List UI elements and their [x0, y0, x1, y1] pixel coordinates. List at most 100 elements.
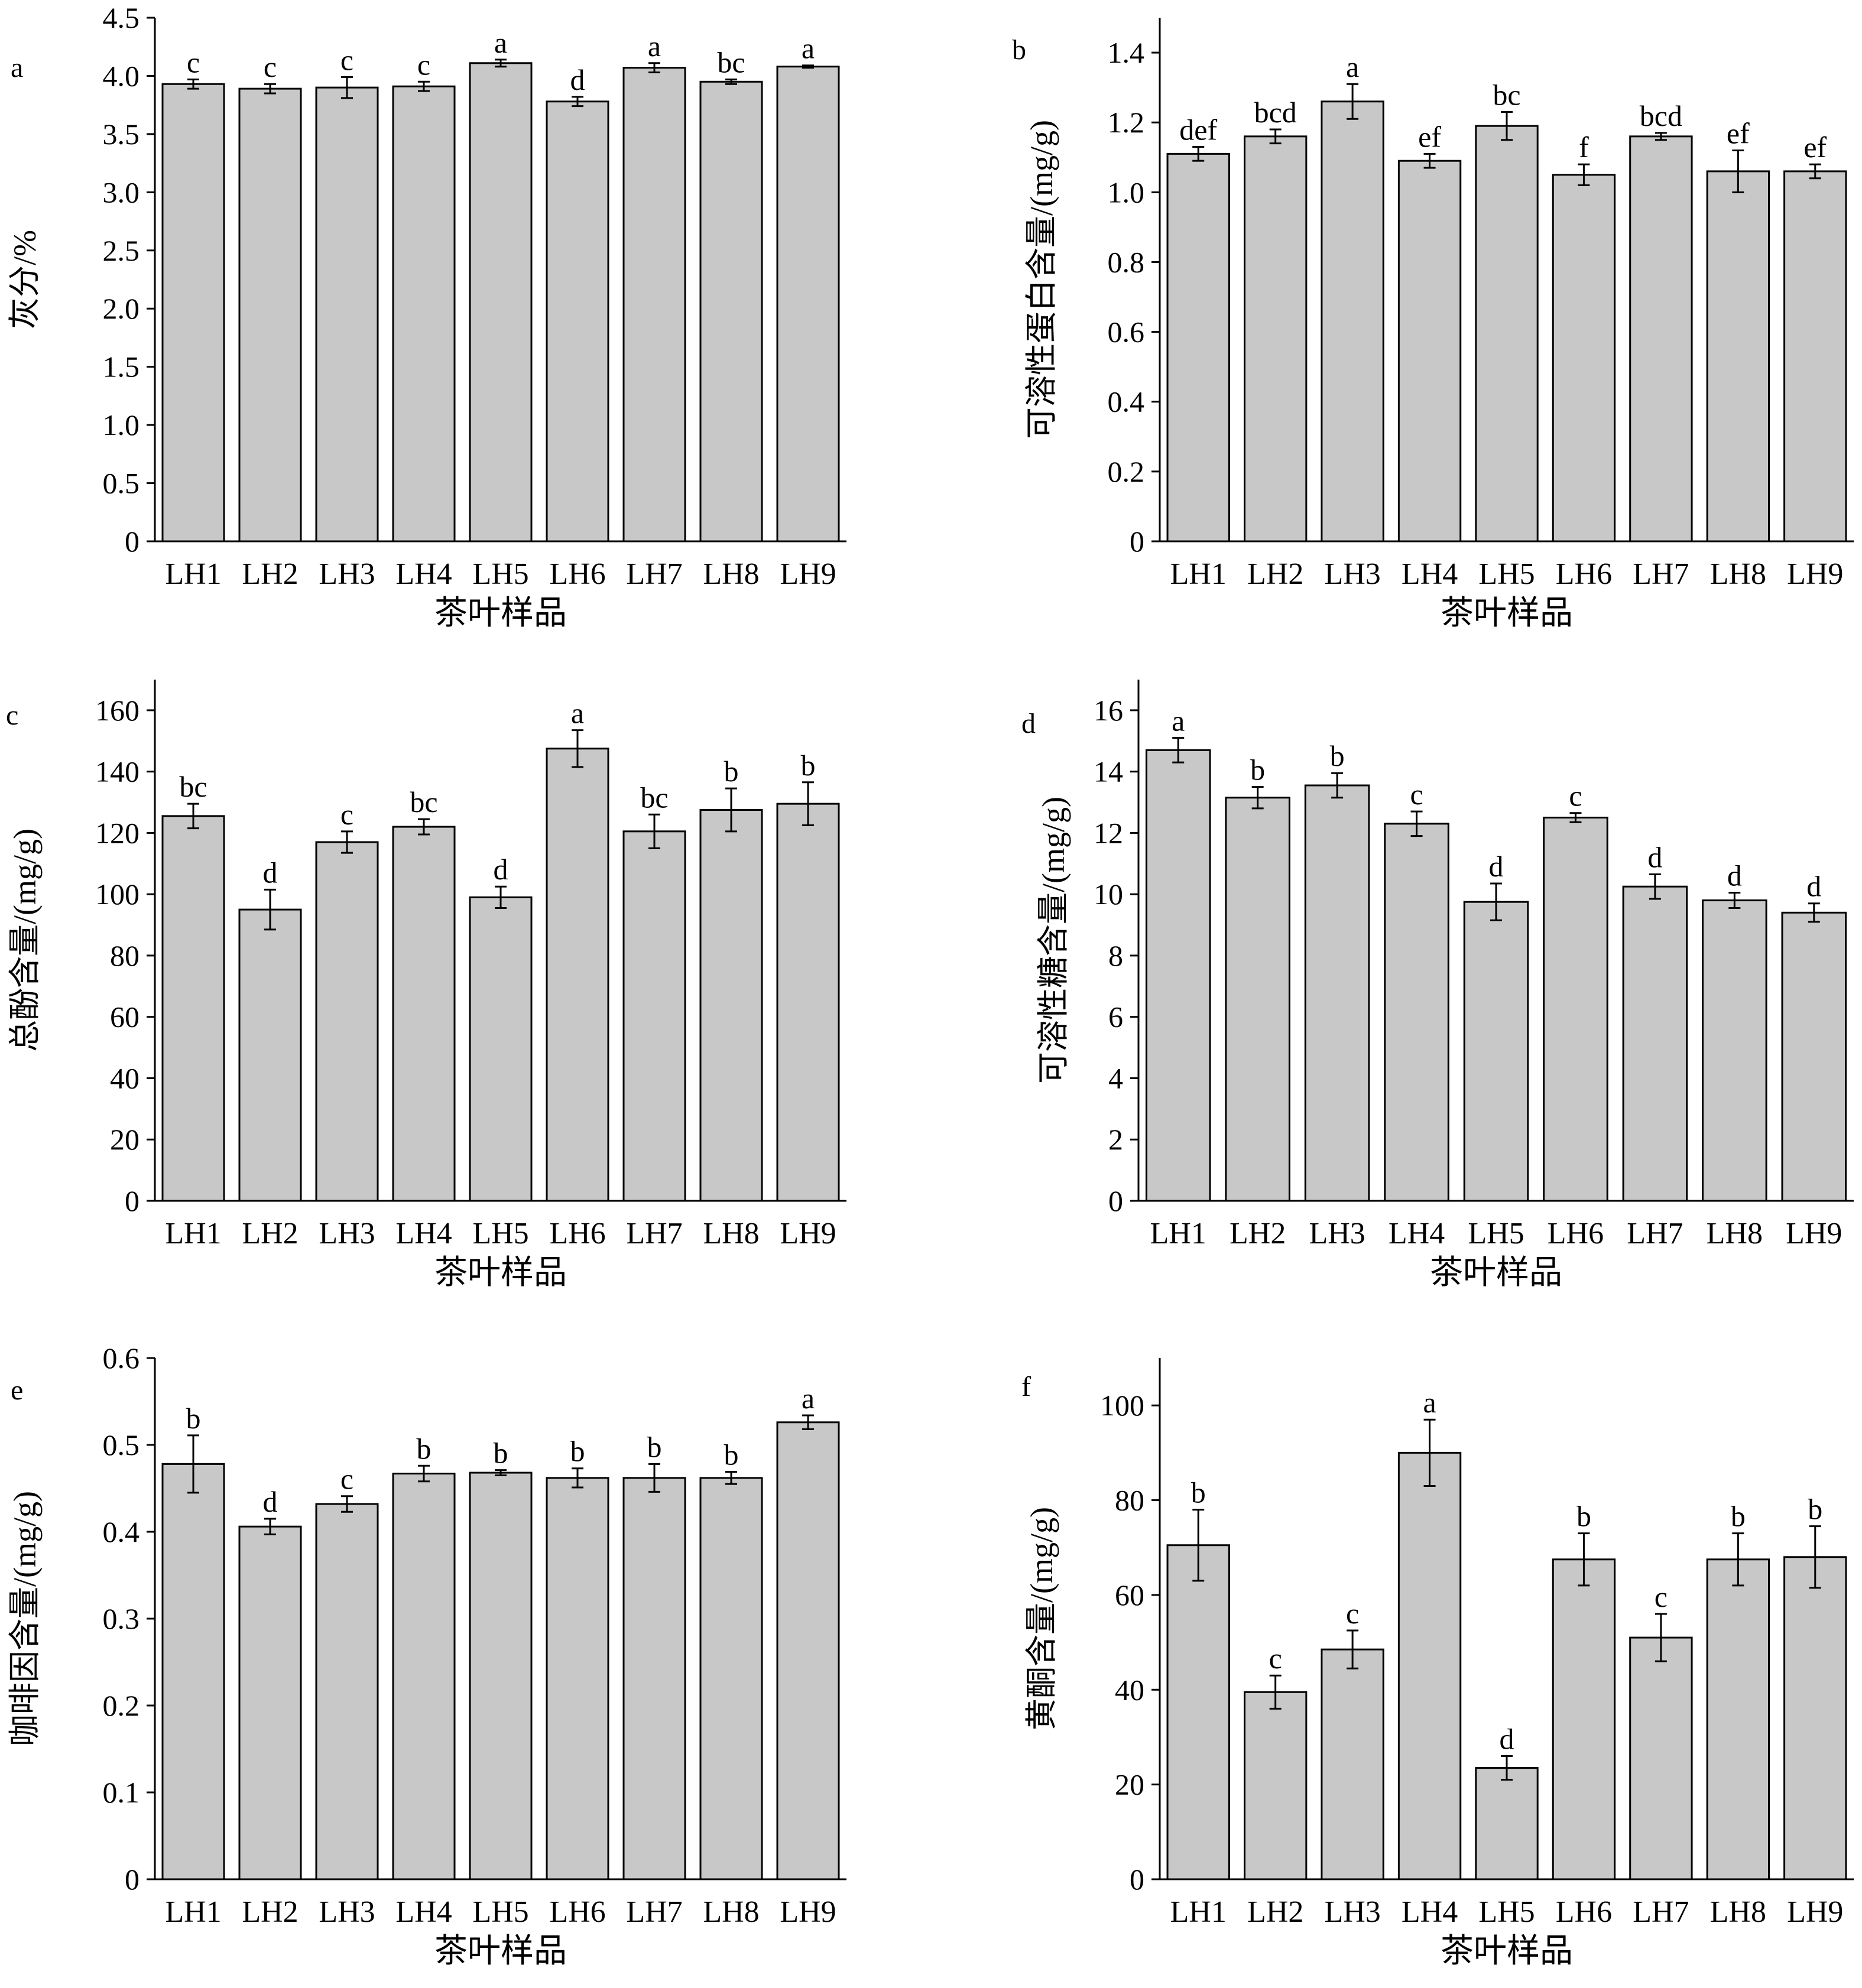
significance-letter: a — [802, 32, 815, 65]
significance-letter: b — [417, 1432, 432, 1465]
error-bar-LH1 — [1172, 737, 1185, 764]
error-bar-LH9 — [1808, 902, 1820, 923]
bar-LH9 — [776, 1421, 840, 1880]
error-bar-LH2 — [264, 83, 276, 95]
x-tick-label: LH9 — [780, 557, 836, 591]
y-tick-label: 3.0 — [103, 176, 140, 209]
error-bar-LH4 — [1423, 152, 1436, 169]
x-tick-label: LH9 — [780, 1217, 836, 1250]
x-tick-label: LH5 — [472, 557, 528, 591]
error-bar-LH9 — [1809, 163, 1821, 180]
significance-letter: bc — [410, 785, 437, 818]
x-tick-label: LH7 — [1633, 1895, 1689, 1929]
bar-LH3 — [315, 86, 379, 543]
significance-letter: c — [417, 48, 430, 81]
y-tick-label: 4.5 — [103, 1, 140, 34]
bar-LH1 — [161, 83, 225, 543]
significance-letter: b — [186, 1402, 201, 1435]
error-bar-LH2 — [264, 1518, 276, 1535]
bar-LH6 — [1552, 1558, 1616, 1880]
x-axis-label: 茶叶样品 — [434, 1255, 567, 1291]
x-tick-label: LH4 — [1402, 1895, 1458, 1929]
significance-letter: a — [1172, 704, 1185, 738]
y-tick-label: 0 — [125, 1184, 140, 1217]
y-tick-label: 40 — [110, 1061, 140, 1094]
error-bar-LH9 — [802, 64, 814, 69]
bar-LH7 — [1629, 1636, 1693, 1880]
y-tick-label: 10 — [1094, 878, 1123, 911]
significance-letter: a — [802, 1382, 815, 1415]
y-tick-label: 3.5 — [103, 118, 140, 151]
chart-panel-b: b def LH1 bcd LH2 a LH3 ef LH4 bc LH5 f LH6 bcd LH7 ef L… — [1012, 18, 1854, 632]
bar-LH9 — [1781, 911, 1847, 1202]
y-tick-label: 0.8 — [1108, 245, 1145, 278]
x-tick-label: LH7 — [1627, 1217, 1683, 1250]
significance-letter: d — [1500, 1723, 1514, 1756]
y-tick-label: 80 — [1115, 1484, 1144, 1517]
bar-LH8 — [1702, 899, 1767, 1202]
significance-letter: c — [1346, 1597, 1359, 1630]
y-tick-label: 1.0 — [103, 408, 140, 441]
y-axis-label: 可溶性蛋白含量/(mg/g) — [1024, 120, 1059, 439]
x-tick-label: LH1 — [1170, 1895, 1227, 1929]
error-bar-LH8 — [1728, 892, 1741, 909]
significance-letter: b — [647, 1430, 662, 1463]
error-bar-LH1 — [1192, 146, 1205, 162]
x-tick-label: LH7 — [626, 1217, 682, 1250]
x-tick-label: LH3 — [1309, 1217, 1365, 1250]
bar-LH2 — [1243, 1691, 1308, 1880]
x-tick-label: LH8 — [703, 1895, 759, 1929]
significance-letter: bcd — [1640, 99, 1682, 132]
x-tick-label: LH3 — [319, 1217, 375, 1250]
y-axis-label: 咖啡因含量/(mg/g) — [7, 1491, 43, 1746]
bar-LH1 — [1166, 152, 1230, 543]
x-tick-label: LH6 — [1556, 1895, 1612, 1929]
error-bar-LH2 — [1251, 786, 1264, 810]
bar-LH3 — [315, 841, 379, 1202]
chart-panel-d: d a LH1 b LH2 b LH3 c LH4 d LH5 c LH6 d LH7 d LH8 d LH9 0 2 4… — [1021, 680, 1854, 1291]
bar-LH9 — [1783, 170, 1847, 543]
chart-panel-f: f b LH1 c LH2 c LH3 a LH4 d LH5 b LH6 c LH7 b LH8 b LH9 0 20… — [1021, 1358, 1854, 1970]
significance-letter: d — [1489, 850, 1504, 883]
y-axis-label: 黄酮含量/(mg/g) — [1024, 1507, 1059, 1730]
significance-letter: b — [801, 749, 816, 782]
chart-panel-a: a c LH1 c LH2 c LH3 c LH4 a LH5 d LH6 a LH7 bc LH8 a LH9 0 0… — [7, 1, 846, 632]
x-tick-label: LH2 — [242, 557, 298, 591]
x-tick-label: LH4 — [395, 557, 452, 591]
y-tick-label: 8 — [1108, 939, 1123, 972]
error-bar-LH7 — [1649, 873, 1661, 900]
bar-LH8 — [699, 80, 763, 543]
y-tick-label: 120 — [95, 816, 140, 849]
y-tick-label: 1.4 — [1108, 36, 1145, 69]
y-tick-label: 0.3 — [103, 1602, 140, 1635]
y-tick-label: 0.4 — [1108, 385, 1145, 418]
x-tick-label: LH1 — [165, 1217, 221, 1250]
error-bar-LH4 — [418, 80, 430, 92]
x-tick-label: LH5 — [1468, 1217, 1524, 1250]
significance-letter: a — [571, 697, 584, 730]
y-tick-label: 16 — [1094, 694, 1123, 727]
x-tick-label: LH2 — [242, 1895, 298, 1929]
error-bar-LH4 — [1423, 1418, 1436, 1487]
y-tick-label: 0.4 — [103, 1515, 140, 1548]
bar-LH4 — [1397, 160, 1462, 543]
y-tick-label: 60 — [110, 1001, 140, 1034]
error-bar-LH3 — [341, 830, 353, 854]
y-tick-label: 1.0 — [1108, 176, 1145, 209]
panel-label: f — [1021, 1371, 1031, 1402]
y-tick-label: 2.5 — [103, 234, 140, 267]
error-bar-LH3 — [1347, 83, 1359, 120]
significance-letter: c — [1410, 778, 1423, 811]
bar-LH4 — [392, 85, 456, 543]
error-bar-LH1 — [187, 1434, 199, 1494]
error-bar-LH1 — [187, 803, 199, 830]
x-tick-label: LH1 — [1170, 557, 1227, 591]
x-tick-label: LH3 — [319, 557, 375, 591]
bar-LH1 — [161, 815, 225, 1202]
significance-letter: b — [1191, 1476, 1206, 1509]
y-tick-label: 0.6 — [1108, 316, 1145, 349]
bar-LH6 — [546, 748, 609, 1202]
error-bar-LH9 — [802, 781, 814, 826]
error-bar-LH3 — [341, 1495, 353, 1513]
y-tick-label: 0 — [1108, 1184, 1123, 1217]
